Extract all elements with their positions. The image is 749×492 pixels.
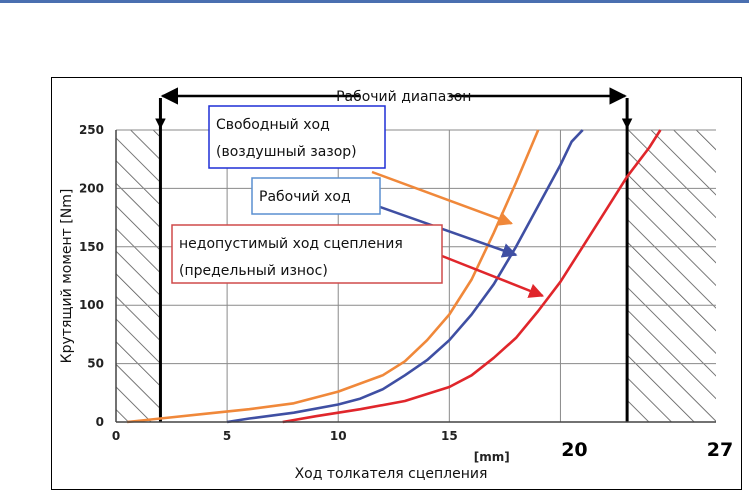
series-line-2 <box>282 129 662 424</box>
x-tick-label: 0 <box>112 429 120 443</box>
annotation-box-1 <box>251 177 381 215</box>
y-tick-label: 250 <box>79 123 104 137</box>
x-tick-label: 10 <box>330 429 347 443</box>
hatch-zone-right <box>627 130 716 422</box>
y-tick-label: 150 <box>79 240 104 254</box>
annotation-arrow-2 <box>441 254 545 298</box>
series-line-1 <box>226 129 584 424</box>
annotation-arrow-1 <box>379 205 518 258</box>
x-tick-label-bold: 20 <box>561 439 587 461</box>
annotation-box-2 <box>171 224 443 284</box>
series-line-0 <box>126 129 540 424</box>
x-axis-title: Ход толкателя сцепления <box>295 466 488 482</box>
axes <box>115 130 716 423</box>
annotation-arrow-0 <box>371 170 513 226</box>
annotation-text-1: Рабочий ход <box>259 189 351 205</box>
annotation-text-0: (воздушный зазор) <box>216 144 357 160</box>
y-tick-label: 200 <box>79 181 104 195</box>
working-range-limits <box>158 98 629 422</box>
top-rule <box>0 0 749 3</box>
hatched-zones <box>116 130 716 422</box>
annotation-text-2: (предельный износ) <box>179 263 328 279</box>
annotation-text-2: недопустимый ход сцепления <box>179 236 403 252</box>
x-unit-label: [mm] <box>474 450 510 464</box>
annotation-box-0 <box>208 105 386 169</box>
axis-titles: Ход толкателя сцепления Крутящий момент [… <box>59 189 487 482</box>
series <box>126 129 662 424</box>
hatch-zone-left <box>116 130 161 422</box>
working-range-label: Рабочий диапазон <box>336 89 471 105</box>
y-axis-title: Крутящий момент [Nm] <box>59 189 75 364</box>
annotations: Свободный ход (воздушный зазор) Рабочий хо… <box>171 105 545 298</box>
x-tick-label: 15 <box>441 429 458 443</box>
y-tick-label: 100 <box>79 298 104 312</box>
x-tick-label-bold: 27 <box>707 439 733 461</box>
tick-labels: 0 50 100 150 200 250 0 5 10 15 20 27 [mm] <box>79 123 733 464</box>
annotation-text-0: Свободный ход <box>216 117 330 133</box>
x-tick-label: 5 <box>223 429 231 443</box>
working-range: Рабочий диапазон <box>155 87 633 130</box>
y-tick-label: 50 <box>87 357 104 371</box>
y-tick-label: 0 <box>96 415 104 429</box>
